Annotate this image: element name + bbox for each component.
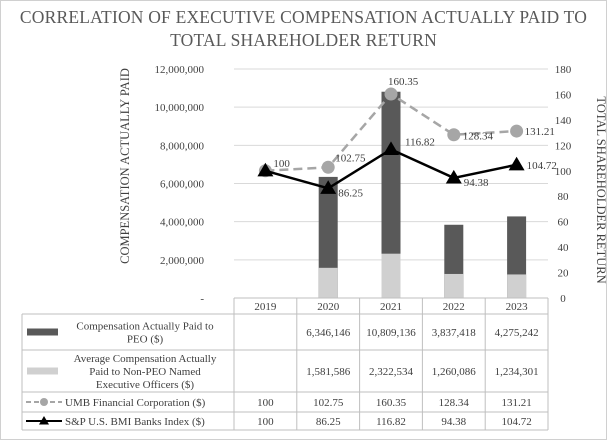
table-cell: 160.35 [376,397,407,409]
table-cell: 1,260,086 [432,366,477,378]
table-cell: 102.75 [313,397,344,409]
y2-tick-label: 20 [558,268,570,280]
table-cell: 116.82 [376,416,406,428]
y2-tick-label: 180 [555,64,572,76]
point-sp-banks [508,156,525,171]
y2-tick-label: 60 [558,217,570,229]
bar-cap-peo [381,91,401,299]
table-category-label: 2020 [317,301,340,313]
data-label-umb: 102.75 [335,152,366,164]
y2-tick-label: 140 [555,115,572,127]
y2-tick-label: 40 [558,242,570,254]
bar-avg-non-peo [381,253,401,298]
point-umb [384,87,398,101]
data-label-sp-banks: 116.82 [405,136,435,148]
table-cell: 1,581,586 [306,366,351,378]
table-row-header: UMB Financial Corporation ($) [65,397,206,409]
data-label-sp-banks: 86.25 [338,187,363,199]
y2-tick-label: 120 [555,140,572,152]
data-labels: 100 102.75 160.35 128.34 131.21 86.25 116.82 94… [273,76,556,199]
data-label-umb: 131.21 [525,126,555,138]
chart-title-line-2: TOTAL SHAREHOLDER RETURN [170,30,437,50]
y-tick-label: 2,000,000 [160,255,205,267]
table-cell: 94.38 [441,416,466,428]
table-row-header: S&P U.S. BMI Banks Index ($) [65,416,205,428]
bars [318,91,527,299]
y2-tick-label: 100 [555,166,572,178]
data-label-sp-banks: 94.38 [464,177,489,189]
bar-avg-non-peo [507,274,527,298]
point-sp-banks [445,169,462,184]
table-cell: 1,234,301 [495,366,539,378]
legend-key-marker [39,416,49,425]
table-cell: 3,837,418 [432,327,477,339]
chart-title: CORRELATION OF EXECUTIVE COMPENSATION AC… [0,6,607,52]
table-cell: 6,346,146 [306,327,351,339]
table-cell: 10,809,136 [366,327,416,339]
table-cell: 100 [257,416,274,428]
table-row-header: Average Compensation Actually [74,353,217,365]
point-umb [447,128,461,142]
y-tick-label: 12,000,000 [155,64,205,76]
point-umb [321,160,335,174]
axes: - 2,000,000 4,000,000 6,000,000 8,000,000 10,… [118,64,607,305]
legend-key-bar [27,367,58,375]
y-tick-label: 4,000,000 [160,217,205,229]
legend-key-bar [27,328,58,336]
table-cell: 104.72 [501,416,531,428]
data-label-umb: 100 [273,158,290,170]
point-sp-banks [257,162,274,177]
table-category-label: 2023 [506,301,529,313]
bar-avg-non-peo [444,273,464,298]
y-tick-label: - [200,293,204,305]
table-category-label: 2022 [443,301,465,313]
y2-tick-label: 160 [555,89,572,101]
y-tick-label: 8,000,000 [160,140,205,152]
table-row-header: PEO ($) [127,334,164,346]
table-row-header: Paid to Non-PEO Named [89,366,201,378]
table-category-label: 2021 [380,301,402,313]
y-axis-title: COMPENSATION ACTUALLY PAID [118,68,132,264]
lines [257,87,525,194]
table-row-header: Executive Officers ($) [96,379,194,391]
legend-key-marker [40,398,48,406]
table-cell: 131.21 [501,397,531,409]
table-cell: 2,322,534 [369,366,414,378]
table-cell: 128.34 [439,397,470,409]
table-row-header: Compensation Actually Paid to [76,321,214,333]
table-cell: 86.25 [316,416,341,428]
point-sp-banks [320,180,337,194]
chart-title-line-1: CORRELATION OF EXECUTIVE COMPENSATION AC… [19,7,588,27]
data-label-umb: 128.34 [463,131,494,143]
y2-tick-label: 0 [560,293,566,305]
data-table: 2019 2020 2021 2022 2023 Compensation Actuall… [21,297,549,431]
y2-tick-label: 80 [558,191,570,203]
y2-axis-title: TOTAL SHAREHOLDER RETURN [594,96,607,283]
y-tick-label: 6,000,000 [160,179,205,191]
data-label-umb: 160.35 [388,76,419,88]
table-category-label: 2019 [254,301,277,313]
point-sp-banks [383,141,399,155]
point-umb [510,124,524,138]
bar-avg-non-peo [318,267,338,298]
table-cell: 100 [257,397,274,409]
y-tick-label: 10,000,000 [155,102,205,114]
table-cell: 4,275,242 [495,327,539,339]
bar-cap-peo [318,176,338,298]
data-label-sp-banks: 104.72 [527,160,557,172]
